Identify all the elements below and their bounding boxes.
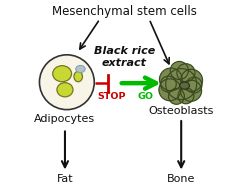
Text: STOP: STOP bbox=[97, 92, 125, 101]
Text: Fat: Fat bbox=[57, 174, 73, 184]
Circle shape bbox=[169, 88, 185, 104]
Ellipse shape bbox=[53, 66, 71, 82]
Circle shape bbox=[186, 77, 202, 93]
Ellipse shape bbox=[76, 65, 85, 73]
Circle shape bbox=[181, 69, 202, 91]
Text: Osteoblasts: Osteoblasts bbox=[148, 106, 214, 116]
Circle shape bbox=[177, 64, 195, 82]
Ellipse shape bbox=[180, 82, 189, 89]
Circle shape bbox=[39, 55, 94, 110]
Text: Bone: Bone bbox=[167, 174, 195, 184]
Circle shape bbox=[181, 80, 202, 101]
Circle shape bbox=[159, 68, 182, 91]
Circle shape bbox=[170, 61, 188, 80]
Ellipse shape bbox=[57, 83, 73, 97]
Ellipse shape bbox=[74, 71, 82, 82]
Text: Black rice
extract: Black rice extract bbox=[94, 46, 155, 68]
Text: Adipocytes: Adipocytes bbox=[34, 114, 96, 124]
Circle shape bbox=[178, 88, 194, 104]
Circle shape bbox=[159, 79, 181, 101]
Circle shape bbox=[160, 76, 176, 92]
Circle shape bbox=[166, 69, 197, 100]
Text: Mesenchymal stem cells: Mesenchymal stem cells bbox=[52, 5, 197, 18]
Text: GO: GO bbox=[137, 92, 153, 101]
